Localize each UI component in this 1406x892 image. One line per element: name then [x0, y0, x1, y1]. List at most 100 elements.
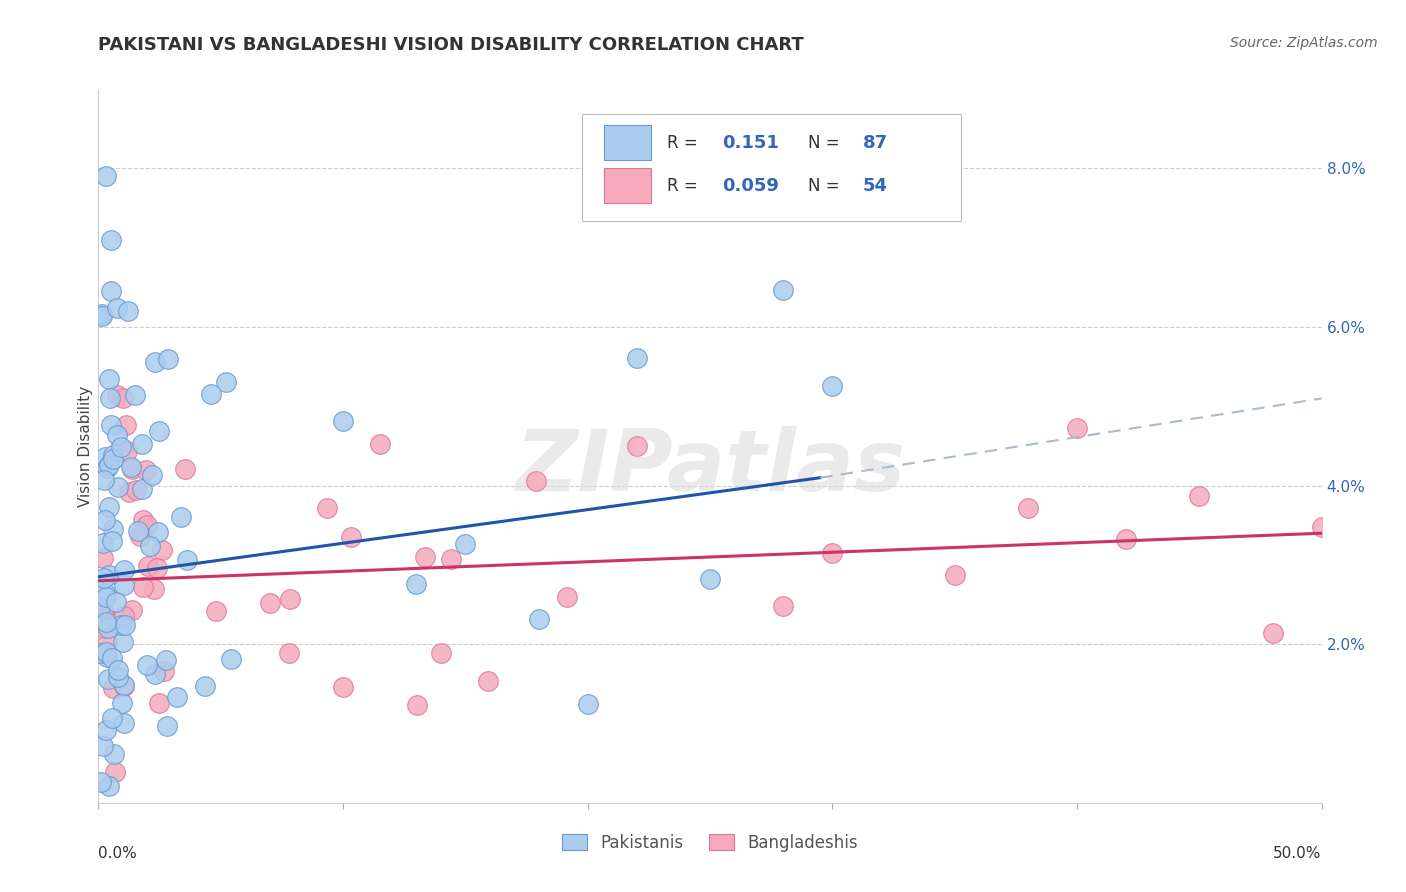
Point	[94, 645, 117, 659]
Point	[127, 524, 149, 539]
Text: PAKISTANI VS BANGLADESHI VISION DISABILITY CORRELATION CHART: PAKISTANI VS BANGLADESHI VISION DISABILI…	[98, 36, 804, 54]
Point	[332, 680, 354, 694]
FancyBboxPatch shape	[603, 168, 651, 203]
Text: Source: ZipAtlas.com: Source: ZipAtlas.com	[1230, 36, 1378, 50]
Point	[943, 568, 966, 582]
Point	[772, 284, 794, 298]
Point	[118, 485, 141, 500]
Point	[97, 672, 120, 686]
Point	[153, 664, 176, 678]
Point	[150, 542, 173, 557]
Point	[440, 552, 463, 566]
Point	[278, 646, 301, 660]
Point	[112, 678, 135, 692]
Point	[699, 573, 721, 587]
Point	[1188, 489, 1211, 503]
Point	[146, 561, 169, 575]
Point	[405, 698, 427, 713]
Point	[215, 376, 238, 390]
Point	[97, 500, 120, 515]
Point	[91, 307, 114, 321]
Point	[121, 603, 143, 617]
Point	[112, 578, 135, 592]
Point	[98, 779, 121, 793]
Point	[96, 649, 118, 664]
Point	[89, 822, 111, 837]
Text: 87: 87	[863, 134, 889, 152]
Point	[110, 440, 132, 454]
Point	[107, 479, 129, 493]
Point	[91, 604, 114, 618]
Point	[105, 427, 128, 442]
Point	[94, 590, 117, 604]
Point	[131, 483, 153, 497]
Point	[772, 599, 794, 613]
Point	[155, 653, 177, 667]
Point	[96, 723, 118, 737]
Point	[93, 607, 115, 621]
Point	[405, 576, 427, 591]
Point	[100, 284, 122, 298]
Point	[1310, 520, 1333, 534]
Point	[143, 667, 166, 681]
Point	[117, 304, 139, 318]
Point	[107, 670, 129, 684]
Point	[114, 417, 136, 432]
Text: 0.059: 0.059	[723, 177, 779, 194]
Point	[157, 352, 180, 367]
Point	[1017, 500, 1039, 515]
Point	[156, 719, 179, 733]
Point	[112, 635, 135, 649]
Text: 0.151: 0.151	[723, 134, 779, 152]
Point	[91, 310, 114, 324]
Text: 0.0%: 0.0%	[98, 846, 138, 861]
Point	[105, 301, 128, 316]
Point	[98, 391, 121, 405]
Point	[368, 437, 391, 451]
Point	[94, 450, 117, 465]
Point	[148, 524, 170, 539]
Text: N =: N =	[808, 177, 845, 194]
Point	[100, 651, 122, 665]
Point	[129, 529, 152, 543]
Point	[454, 537, 477, 551]
Point	[340, 530, 363, 544]
Point	[93, 621, 115, 635]
Point	[100, 711, 122, 725]
Text: R =: R =	[668, 177, 703, 194]
Point	[112, 563, 135, 577]
Point	[98, 372, 121, 386]
Text: N =: N =	[808, 134, 845, 152]
Point	[1115, 533, 1137, 547]
Point	[96, 460, 118, 475]
Point	[104, 764, 127, 779]
Point	[103, 522, 125, 536]
Point	[278, 592, 301, 607]
Point	[148, 424, 170, 438]
Point	[524, 475, 547, 489]
Point	[94, 615, 117, 630]
Point	[94, 585, 117, 599]
Point	[142, 582, 165, 596]
Point	[112, 391, 135, 405]
Point	[100, 233, 122, 247]
Point	[103, 747, 125, 761]
Point	[110, 618, 132, 632]
Point	[170, 510, 193, 524]
Point	[93, 535, 115, 549]
Point	[430, 646, 453, 660]
Point	[136, 558, 159, 573]
Point	[200, 386, 222, 401]
Point	[626, 351, 648, 365]
Point	[194, 680, 217, 694]
Point	[93, 739, 115, 753]
Point	[93, 473, 115, 487]
Point	[101, 451, 124, 466]
Point	[121, 462, 143, 476]
Point	[821, 546, 844, 560]
Point	[90, 775, 112, 789]
Point	[576, 698, 599, 712]
Point	[94, 169, 117, 184]
Point	[165, 848, 187, 863]
Point	[555, 590, 578, 604]
